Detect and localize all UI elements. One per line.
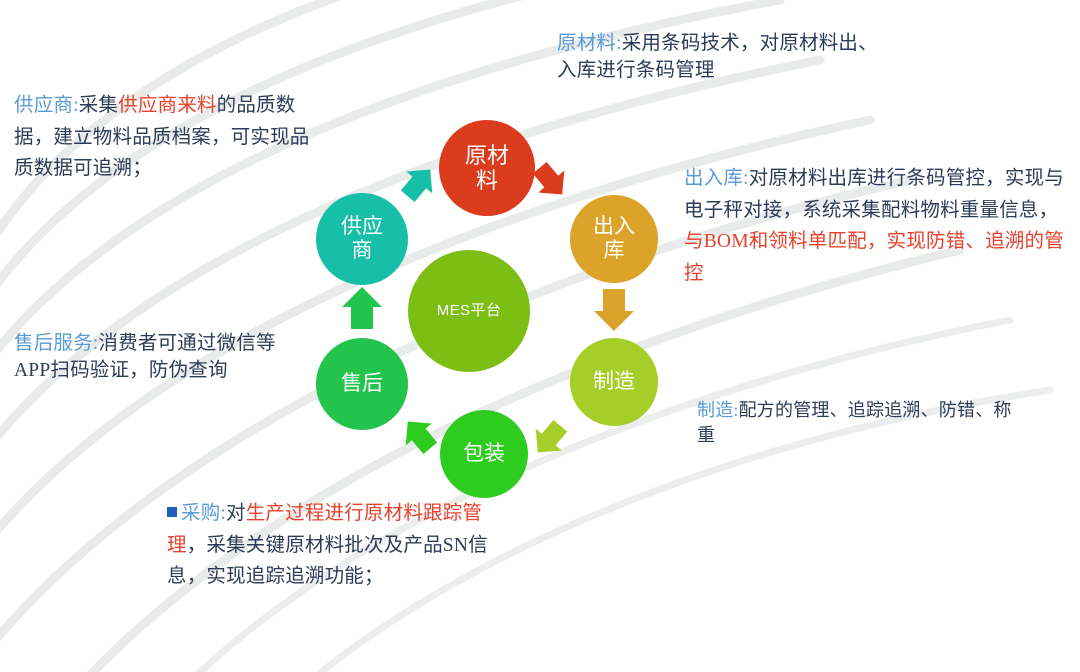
annotation-supplier-highlight: 供应商来料 <box>118 95 217 116</box>
annotation-warehouse-text-1: 对原材料出库进行条码管控，实现与电子秤对接，系统采集配料物料重量信息， <box>684 168 1064 221</box>
annotation-supplier-lead: 供应商: <box>14 95 79 116</box>
node-package-label: 包装 <box>463 442 505 466</box>
node-mes-platform[interactable]: MES平台 <box>408 250 530 372</box>
node-warehouse-label: 出入库 <box>593 215 635 262</box>
annotation-warehouse-highlight: 与BOM和领料单匹配，实现防错、追溯的管控 <box>684 231 1064 284</box>
annotation-purchase: 采购:对生产过程进行原材料跟踪管理，采集关键原材料批次及产品SN信息，实现追踪追… <box>167 498 497 593</box>
annotation-purchase-lead: 采购: <box>181 503 227 524</box>
node-package[interactable]: 包装 <box>440 410 528 498</box>
annotation-supplier: 供应商:采集供应商来料的品质数据，建立物料品质档案，可实现品质数据可追溯； <box>14 90 310 185</box>
node-mes-platform-label: MES平台 <box>436 302 502 320</box>
annotation-manufacture: 制造:配方的管理、追踪追溯、防错、称重 <box>697 398 1017 448</box>
annotation-manufacture-lead: 制造: <box>697 400 739 420</box>
annotation-warehouse: 出入库:对原材料出库进行条码管控，实现与电子秤对接，系统采集配料物料重量信息， 与… <box>684 163 1076 289</box>
annotation-after-sales-lead: 售后服务: <box>14 333 99 354</box>
square-bullet-icon <box>167 507 177 517</box>
node-manufacture-label: 制造 <box>593 370 635 394</box>
node-supplier[interactable]: 供应商 <box>316 193 408 285</box>
arrow-material-to-inout <box>532 161 565 195</box>
annotation-raw-material-text: 采用条码技术，对原材料出、入库进行条码管理 <box>557 33 878 82</box>
annotation-manufacture-text: 配方的管理、追踪追溯、防错、称重 <box>697 400 1012 446</box>
arrow-supplier-to-material <box>400 169 433 203</box>
annotation-raw-material: 原材料:采用条码技术，对原材料出、入库进行条码管理 <box>557 30 887 85</box>
annotation-raw-material-lead: 原材料: <box>557 33 622 54</box>
node-warehouse[interactable]: 出入库 <box>570 195 658 283</box>
annotation-supplier-text-2: 的品质数据，建立物料品质档案，可实现品质数据可追溯； <box>14 95 310 180</box>
annotation-purchase-text-2: ，采集关键原材料批次及产品SN信息，实现追踪追溯功能； <box>167 534 488 588</box>
arrow-package-to-aftersales <box>405 421 438 455</box>
annotation-after-sales-text: 消费者可通过微信等APP扫码验证，防伪查询 <box>14 333 276 382</box>
mes-cycle-wheel: MES平台 原材料 出入库 制造 包装 售后 供应商 <box>300 110 700 510</box>
cycle-arrow-group <box>342 161 634 455</box>
node-raw-material[interactable]: 原材料 <box>439 120 535 216</box>
node-raw-material-label: 原材料 <box>464 142 509 193</box>
node-manufacture[interactable]: 制造 <box>570 338 658 426</box>
node-after-sales-label: 售后 <box>341 372 383 396</box>
node-after-sales[interactable]: 售后 <box>316 338 408 430</box>
annotation-warehouse-lead: 出入库: <box>684 168 749 189</box>
arrow-manufacture-to-package <box>535 419 568 453</box>
annotation-supplier-text-1: 采集 <box>78 95 119 116</box>
annotation-after-sales: 售后服务:消费者可通过微信等APP扫码验证，防伪查询 <box>14 330 306 385</box>
node-supplier-label: 供应商 <box>341 215 383 262</box>
arrow-inout-to-manufacture <box>594 289 634 331</box>
arrow-aftersales-to-supplier <box>342 287 382 329</box>
annotation-purchase-text-1: 对 <box>226 503 246 524</box>
annotation-purchase-highlight: 生产过程进行原材料跟踪管理 <box>167 503 483 556</box>
